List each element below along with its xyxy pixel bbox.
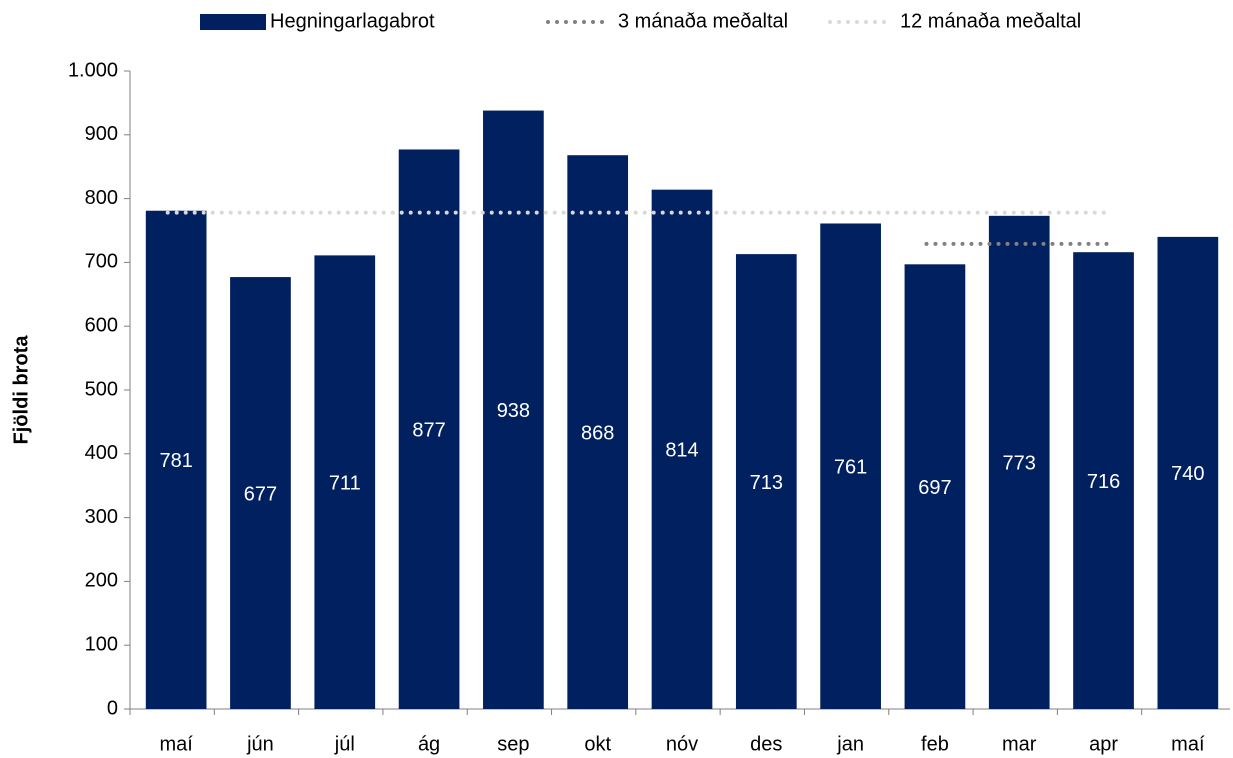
y-tick-label: 1.000 (68, 59, 118, 81)
data-label: 713 (750, 472, 783, 494)
data-label: 716 (1087, 471, 1120, 493)
y-tick-label: 500 (85, 378, 118, 400)
x-tick-label: maí (1171, 733, 1205, 755)
y-tick-label: 800 (85, 187, 118, 209)
y-tick-label: 600 (85, 314, 118, 336)
x-tick-label: des (750, 733, 782, 755)
y-tick-label: 200 (85, 570, 118, 592)
y-tick-label: 0 (107, 697, 118, 719)
bar (398, 149, 460, 709)
bar (483, 110, 544, 709)
bar (735, 254, 797, 709)
x-tick-label: júl (334, 733, 355, 755)
bar (651, 189, 713, 710)
x-tick-label: nóv (666, 733, 698, 755)
x-tick-label: jún (246, 733, 274, 755)
bar (1073, 252, 1134, 709)
y-tick-label: 100 (85, 633, 118, 655)
x-tick-label: jan (836, 733, 864, 755)
bar (1157, 236, 1219, 709)
x-tick-label: maí (159, 733, 193, 755)
x-tick-label: mar (1002, 733, 1037, 755)
x-tick-label: okt (584, 733, 611, 755)
bar (230, 277, 291, 709)
y-tick-label: 900 (85, 123, 118, 145)
data-label: 868 (581, 422, 614, 444)
data-label: 814 (665, 440, 698, 462)
bar (567, 155, 629, 709)
bar (145, 210, 207, 710)
y-tick-label: 400 (85, 442, 118, 464)
y-tick-label: 300 (85, 506, 118, 528)
data-label: 740 (1171, 463, 1204, 485)
x-tick-label: ág (418, 733, 440, 755)
data-label: 677 (244, 483, 277, 505)
y-axis-label: Fjöldi brota (10, 335, 32, 445)
y-tick-label: 700 (85, 251, 118, 273)
data-label: 773 (1003, 453, 1036, 475)
x-tick-label: feb (921, 733, 949, 755)
bar (988, 215, 1050, 710)
data-label: 761 (834, 457, 867, 479)
x-tick-label: apr (1089, 733, 1118, 755)
bar (904, 264, 966, 709)
legend-swatch (200, 14, 266, 30)
data-label: 877 (412, 420, 445, 442)
legend-label: 3 mánaða meðaltal (618, 10, 788, 32)
data-label: 711 (329, 472, 361, 494)
x-tick-label: sep (497, 733, 529, 755)
data-label: 781 (159, 450, 192, 472)
legend-label: Hegningarlagabrot (270, 10, 435, 32)
bar (820, 223, 881, 709)
bar (314, 255, 376, 709)
data-label: 938 (497, 400, 530, 422)
legend-label: 12 mánaða meðaltal (900, 10, 1081, 32)
data-label: 697 (918, 477, 951, 499)
